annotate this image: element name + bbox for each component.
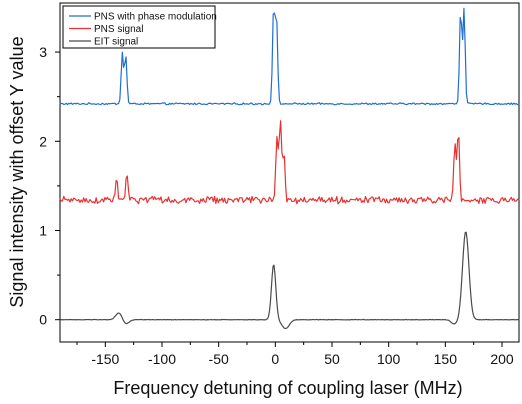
x-tick-label-3: 0	[271, 351, 279, 367]
x-tick-label-1: -100	[148, 351, 176, 367]
axis-layer: -150 -100 -50 0 50 100 150 200 0 1 2 3	[39, 44, 514, 367]
y-tick-label-1: 1	[39, 222, 47, 238]
series-line-2	[59, 231, 520, 330]
y-axis-title: Signal intensity with offset Y value	[7, 36, 27, 307]
plot-area	[59, 2, 520, 343]
x-tick-label-2: -50	[209, 351, 229, 367]
x-tick-label-4: 50	[324, 351, 340, 367]
legend-label-1: PNS signal	[94, 24, 143, 35]
x-tick-label-7: 200	[490, 351, 514, 367]
series-line-0	[59, 7, 520, 106]
x-tick-label-6: 150	[434, 351, 458, 367]
plot-frame	[59, 2, 520, 343]
legend-label-0: PNS with phase modulation	[94, 12, 217, 23]
x-tick-label-0: -150	[91, 351, 119, 367]
series-layer	[59, 7, 520, 330]
x-axis-title: Frequency detuning of coupling laser (MH…	[113, 378, 462, 398]
x-tick-label-5: 100	[377, 351, 401, 367]
y-tick-label-0: 0	[39, 312, 47, 328]
legend-label-2: EIT signal	[94, 37, 138, 48]
y-tick-label-2: 2	[39, 133, 47, 149]
series-line-1	[59, 120, 520, 205]
title-layer: Frequency detuning of coupling laser (MH…	[7, 36, 463, 398]
y-tick-label-3: 3	[39, 44, 47, 60]
